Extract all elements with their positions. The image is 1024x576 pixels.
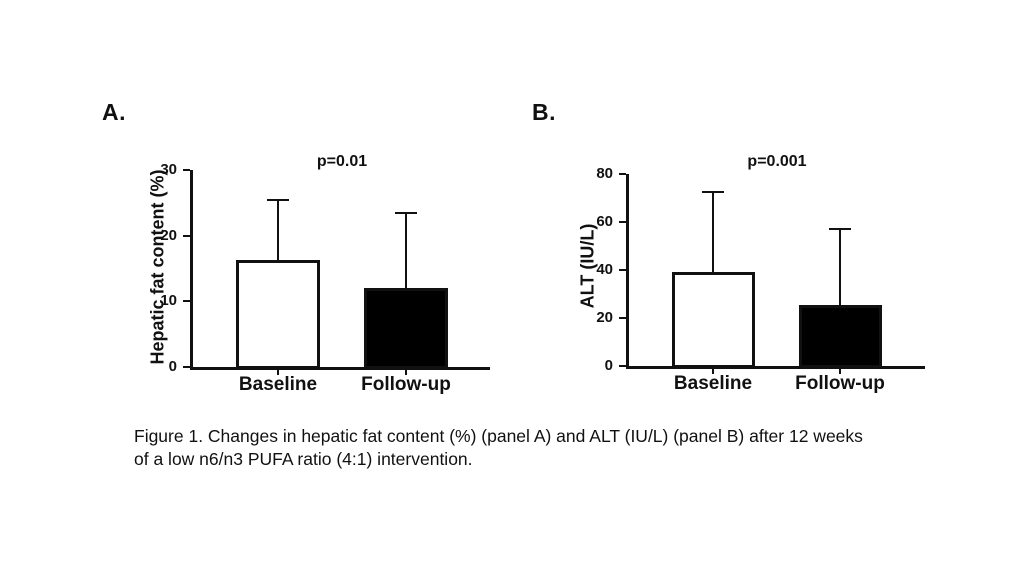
y-tick-label: 60 bbox=[596, 213, 613, 230]
y-tick bbox=[619, 269, 626, 271]
figure-caption-line-2: of a low n6/n3 PUFA ratio (4:1) interven… bbox=[134, 449, 473, 469]
x-tick bbox=[277, 370, 279, 375]
bar-follow-up bbox=[364, 288, 448, 369]
y-tick-label: 40 bbox=[596, 261, 613, 278]
y-tick bbox=[619, 173, 626, 175]
x-axis bbox=[626, 366, 925, 369]
bar-baseline bbox=[671, 272, 755, 368]
y-tick bbox=[183, 300, 190, 303]
x-tick-label-baseline: Baseline bbox=[238, 374, 318, 395]
y-tick-label: 0 bbox=[604, 357, 613, 374]
y-tick bbox=[619, 365, 626, 367]
y-tick bbox=[619, 317, 626, 319]
figure-caption: Figure 1. Changes in hepatic fat content… bbox=[134, 425, 863, 471]
y-tick-label: 20 bbox=[160, 226, 177, 244]
x-tick bbox=[839, 369, 841, 374]
error-bar-cap-baseline bbox=[702, 191, 724, 194]
y-axis bbox=[626, 174, 629, 369]
error-bar-cap-follow-up bbox=[395, 211, 417, 214]
x-tick-label-follow-up: Follow-up bbox=[795, 373, 885, 394]
error-bar-line-baseline bbox=[712, 193, 714, 273]
error-bar-line-follow-up bbox=[405, 213, 407, 289]
x-tick bbox=[405, 370, 407, 375]
y-tick bbox=[183, 366, 190, 368]
figure-caption-line-1: Figure 1. Changes in hepatic fat content… bbox=[134, 426, 863, 446]
x-tick-label-baseline: Baseline bbox=[673, 373, 753, 394]
y-tick-label: 80 bbox=[596, 165, 613, 182]
error-bar-cap-follow-up bbox=[829, 228, 851, 231]
y-tick-label: 30 bbox=[160, 161, 177, 178]
error-bar-line-follow-up bbox=[839, 230, 841, 305]
y-tick bbox=[183, 169, 190, 171]
p-value-annotation: p=0.001 bbox=[747, 153, 807, 170]
panel-label: A. bbox=[102, 99, 126, 125]
x-axis bbox=[190, 367, 490, 370]
bar-baseline bbox=[236, 259, 320, 369]
error-bar-line-baseline bbox=[277, 200, 279, 260]
bar-follow-up bbox=[798, 304, 882, 368]
error-bar-cap-baseline bbox=[267, 198, 289, 201]
y-tick bbox=[183, 234, 190, 237]
y-tick-label: 0 bbox=[168, 358, 177, 375]
y-tick-label: 20 bbox=[596, 309, 613, 326]
panel-label: B. bbox=[532, 99, 556, 125]
y-tick bbox=[619, 221, 626, 223]
x-tick-label-follow-up: Follow-up bbox=[361, 374, 451, 395]
x-tick bbox=[712, 369, 714, 374]
y-axis bbox=[190, 170, 193, 370]
p-value-annotation: p=0.01 bbox=[316, 153, 368, 170]
y-tick-label: 10 bbox=[160, 292, 177, 310]
